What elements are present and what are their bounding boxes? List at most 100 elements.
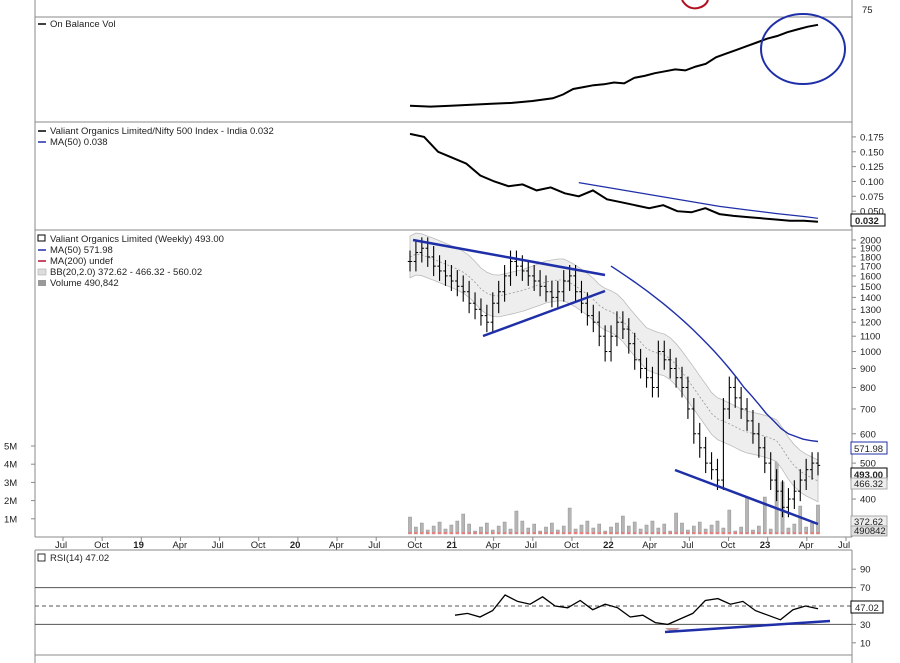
volume-bar (567, 507, 572, 535)
rs-tick-label: 0.050 (860, 207, 884, 218)
volume-bar-down-tint (692, 532, 696, 534)
price-panel: Valiant Organics Limited (Weekly) 493.00… (4, 230, 888, 538)
rsi-legend-label: RSI(14) 47.02 (50, 553, 109, 564)
volume-bar-down-tint (414, 532, 418, 534)
volume-bar (745, 497, 749, 535)
ma50-legend-label: MA(50) 571.98 (50, 245, 113, 256)
volume-bar-down-tint (627, 532, 631, 534)
volume-legend-label: Volume 490,842 (50, 278, 119, 289)
volume-bar-down-tint (733, 532, 737, 534)
bb-mid-value-tag: 466.32 (854, 479, 883, 490)
volume-bar-down-tint (739, 532, 743, 534)
volume-bar (798, 505, 803, 535)
ma50-line (610, 265, 819, 443)
volume-bar (621, 515, 625, 535)
trendline-lower-channel (674, 468, 819, 526)
volume-bar-down-tint (775, 532, 779, 534)
volume-bar-down-tint (798, 532, 802, 534)
volume-bar-down-tint (810, 532, 814, 534)
volume-bar-down-tint (633, 532, 637, 534)
rsi-tick-label: 10 (860, 638, 871, 649)
volume-tick-label: 1M (4, 514, 17, 525)
volume-bar-down-tint (680, 532, 684, 534)
volume-bar (727, 509, 732, 535)
volume-bar-down-tint (751, 532, 755, 534)
x-tick-label: Apr (329, 540, 344, 551)
volume-bar-down-tint (449, 532, 453, 534)
rs-tick-label: 0.100 (860, 177, 884, 188)
rs-last-value-tag (850, 213, 886, 227)
volume-bar-down-tint (432, 532, 436, 534)
volume-bar-down-tint (420, 532, 424, 534)
rs-series-line (409, 132, 819, 223)
price-tick-label: 1600 (860, 271, 881, 282)
volume-bar-down-tint (674, 532, 678, 534)
ma200-legend-label: MA(200) undef (50, 256, 113, 267)
x-tick-label: 22 (603, 540, 614, 551)
volume-bar-down-tint (662, 532, 666, 534)
x-tick-label: Oct (94, 540, 109, 551)
rs-ytick-group: 0.175 0.150 0.125 0.100 0.075 0.050 (852, 132, 884, 218)
volume-tick-label: 2M (4, 496, 17, 507)
volume-bar-down-tint (698, 532, 702, 534)
x-tick-label: 23 (760, 540, 771, 551)
volume-bar-down-tint (597, 532, 601, 534)
price-tick-label: 900 (860, 364, 876, 375)
volume-ytick-group: 5M 4M 3M 2M 1M (4, 442, 35, 525)
rs-ma-legend-label: MA(50) 0.038 (50, 137, 108, 148)
volume-bar-down-tint (621, 532, 625, 534)
x-tick-label: Oct (407, 540, 422, 551)
price-tick-label: 400 (860, 495, 876, 506)
volume-bar-down-tint (757, 532, 761, 534)
volume-bar-down-tint (763, 532, 767, 534)
price-tick-label: 1700 (860, 262, 881, 273)
rsi-last-value: 47.02 (855, 603, 879, 614)
volume-bar-down-tint (609, 532, 613, 534)
volume-bar-down-tint (715, 532, 720, 534)
trendline-upper-triangle (412, 238, 606, 277)
volume-bar-down-tint (727, 532, 731, 534)
volume-bar-down-tint (704, 532, 708, 534)
volume-bar-down-tint (816, 532, 820, 534)
price-legend: Valiant Organics Limited (Weekly) 493.00… (37, 234, 224, 289)
volume-bar-down-tint (709, 532, 714, 534)
x-tick-label: Jul (55, 540, 67, 551)
price-tick-label: 1200 (860, 318, 881, 329)
volume-bar-down-tint (804, 532, 808, 534)
volume-tick-label: 4M (4, 460, 17, 471)
price-tick-label: 1900 (860, 244, 881, 255)
rsi-last-value-tag (850, 600, 884, 614)
x-tick-label: Jul (212, 540, 224, 551)
volume-bar-down-tint (514, 532, 519, 534)
volume-bar-down-tint (479, 532, 483, 534)
volume-bar-down-tint (639, 532, 643, 534)
volume-bar-down-tint (786, 532, 791, 534)
x-tick-label: 20 (290, 540, 301, 551)
price-tick-label: 1100 (860, 332, 880, 343)
volume-bar-down-tint (437, 532, 442, 534)
rs-tick-label: 0.075 (860, 192, 884, 203)
volume-bar-down-tint (615, 532, 619, 534)
x-tick-label: Jul (681, 540, 693, 551)
rsi-trendline (664, 619, 831, 634)
volume-bar-down-tint (603, 532, 607, 534)
volume-bar-down-tint (538, 532, 542, 534)
volume-bar-down-tint (455, 532, 459, 534)
bollinger-mid-line (409, 253, 819, 482)
volume-bar (514, 510, 519, 535)
rs-tick-label: 0.175 (860, 132, 884, 143)
rs-tick-label: 0.150 (860, 147, 884, 158)
bb-legend-label: BB(20,2.0) 372.62 - 466.32 - 560.02 (50, 267, 202, 278)
price-tick-label: 1300 (860, 305, 881, 316)
volume-bar-down-tint (491, 532, 495, 534)
price-tick-label: 1000 (860, 347, 881, 358)
rsi-panel: RSI(14) 47.02 9070503010 47.02 (34, 549, 884, 663)
x-tick-label: Oct (721, 540, 736, 551)
volume-bar (408, 516, 412, 535)
rs-last-value: 0.032 (855, 216, 879, 227)
rs-tick-label: 0.125 (860, 162, 884, 173)
rs-legend-label: Valiant Organics Limited/Nifty 500 Index… (50, 126, 274, 137)
price-tick-label: 1500 (860, 282, 881, 293)
volume-bar-down-tint (408, 532, 412, 534)
price-tick-label: 1800 (860, 252, 881, 263)
